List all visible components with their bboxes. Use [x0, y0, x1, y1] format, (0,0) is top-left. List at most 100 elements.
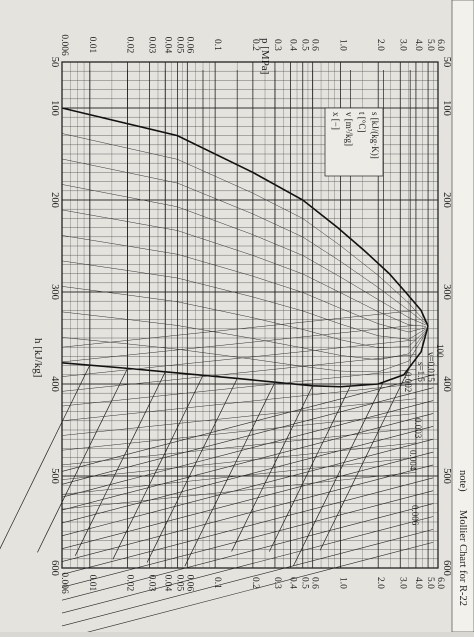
quality-line [61, 209, 426, 327]
isochore-line [61, 383, 416, 422]
quality-line [61, 158, 427, 324]
isentrope-line [61, 451, 434, 549]
annotation-label: 0.004 [408, 450, 418, 471]
enthalpy-tick-label-left: 50 [49, 57, 60, 68]
isotherm-line [37, 70, 128, 553]
pressure-tick-label-bottom: 0.06 [184, 575, 194, 592]
pressure-tick-label-top: 0.03 [147, 37, 157, 54]
pressure-tick-label-top: 0.2 [250, 39, 260, 51]
enthalpy-tick-label-left: 300 [49, 284, 60, 300]
y-axis-label: p [MPa] [259, 38, 271, 74]
isentrope-line [61, 529, 434, 627]
pressure-tick-label-bottom: 6.0 [435, 577, 445, 589]
plot-frame [61, 61, 439, 569]
isochore-line [61, 413, 416, 451]
pressure-tick-label-bottom: 0.5 [300, 577, 310, 589]
isentrope-line [61, 438, 434, 537]
isochore-line [61, 427, 416, 466]
enthalpy-tick-label-right: 400 [441, 376, 452, 392]
legend-entry: x [−] [331, 112, 341, 130]
pressure-tick-label-top: 0.04 [162, 37, 172, 54]
pressure-tick-label-top: 2.0 [375, 39, 385, 51]
pressure-tick-label-bottom: 0.02 [125, 575, 135, 592]
pressure-tick-label-top: 0.02 [125, 37, 135, 54]
tick-layer: 50 50 100 100 200 200 300 300 400 400 500 500 600 600… [49, 34, 452, 594]
saturation-dome [61, 107, 429, 388]
isotherm-line [231, 70, 314, 552]
pressure-tick-label-bottom: 0.3 [272, 577, 282, 589]
enthalpy-tick-label-right: 600 [441, 560, 452, 576]
pressure-tick-label-top: 0.05 [174, 37, 184, 54]
pressure-tick-label-top: 6.0 [435, 39, 445, 51]
annotation-label: v=0.015 [426, 352, 436, 382]
annotation-label: 0.002 [403, 372, 413, 392]
legend-entry: t [°C] [357, 112, 367, 132]
pressure-tick-label-top: 0.01 [87, 37, 97, 54]
isentrope-line [61, 426, 434, 524]
pressure-tick-label-bottom: 2.0 [375, 577, 385, 589]
annotation-label: 100 [435, 344, 445, 358]
enthalpy-tick-label-left: 200 [49, 192, 60, 208]
chart-title-prefix: note) [457, 470, 468, 492]
pressure-tick-label-top: 0.5 [300, 39, 310, 51]
pressure-tick-label-top: 0.1 [212, 39, 222, 51]
pressure-tick-label-bottom: 0.05 [174, 575, 184, 592]
enthalpy-tick-label-right: 100 [441, 100, 452, 116]
isotherm-line [0, 70, 91, 550]
pressure-tick-label-top: 4.0 [413, 39, 423, 51]
pressure-tick-label-bottom: 0.6 [310, 577, 320, 589]
quality-line [61, 133, 427, 323]
quality-line [61, 184, 426, 326]
enthalpy-tick-label-right: 200 [441, 192, 452, 208]
quality-line [61, 235, 426, 333]
isotherm-line [112, 70, 204, 560]
isotherm-line [146, 70, 238, 563]
pressure-tick-label-bottom: 0.01 [87, 575, 97, 592]
isentrope-line [61, 464, 434, 562]
pressure-tick-label-bottom: 1.0 [337, 577, 347, 589]
curve-layer [0, 70, 434, 637]
x-axis-label: h [kJ/kg] [32, 338, 44, 377]
enthalpy-tick-label-left: 100 [49, 100, 60, 116]
annotation-label: s=1.5 [416, 362, 426, 382]
isochore-line [61, 472, 416, 510]
enthalpy-tick-label-left: 500 [49, 468, 60, 484]
quality-line [61, 311, 427, 361]
pressure-tick-label-bottom: 5.0 [425, 577, 435, 589]
legend-entry: s [kJ/(kg·K)] [370, 112, 380, 159]
isentrope-line [61, 503, 434, 601]
isochore-line [61, 398, 416, 436]
isotherm-line [184, 70, 276, 567]
pressure-tick-label-top: 3.0 [397, 39, 407, 51]
pressure-tick-label-bottom: 0.4 [288, 577, 298, 589]
pressure-tick-label-top: 0.006 [59, 34, 69, 56]
pressure-tick-label-bottom: 0.1 [212, 577, 222, 589]
isotherm-line [74, 70, 166, 556]
pressure-tick-label-top: 0.3 [272, 39, 282, 51]
pressure-tick-label-bottom: 0.2 [250, 577, 260, 589]
isentrope-line [61, 516, 434, 614]
chart-title: Mollier Chart for R-22 [457, 510, 468, 606]
pressure-tick-label-bottom: 4.0 [413, 577, 423, 589]
isentrope-line [61, 387, 434, 485]
isentrope-line [61, 374, 434, 472]
enthalpy-tick-label-right: 500 [441, 468, 452, 484]
quality-line [61, 260, 426, 340]
isochore-line [61, 457, 416, 495]
pressure-tick-label-bottom: 0.006 [59, 572, 69, 594]
pressure-tick-label-top: 1.0 [337, 39, 347, 51]
pressure-tick-label-top: 0.06 [184, 37, 194, 54]
isotherm-line [319, 70, 411, 551]
enthalpy-tick-label-left: 600 [49, 560, 60, 576]
isentrope-line [61, 413, 434, 511]
isochore-line [61, 310, 416, 348]
pressure-tick-label-bottom: 0.03 [147, 575, 157, 592]
isentrope-line [61, 400, 434, 498]
enthalpy-tick-label-left: 400 [49, 376, 60, 392]
quality-line [61, 286, 427, 349]
annotation-label: 0.003 [413, 418, 423, 439]
legend-box [324, 107, 384, 177]
